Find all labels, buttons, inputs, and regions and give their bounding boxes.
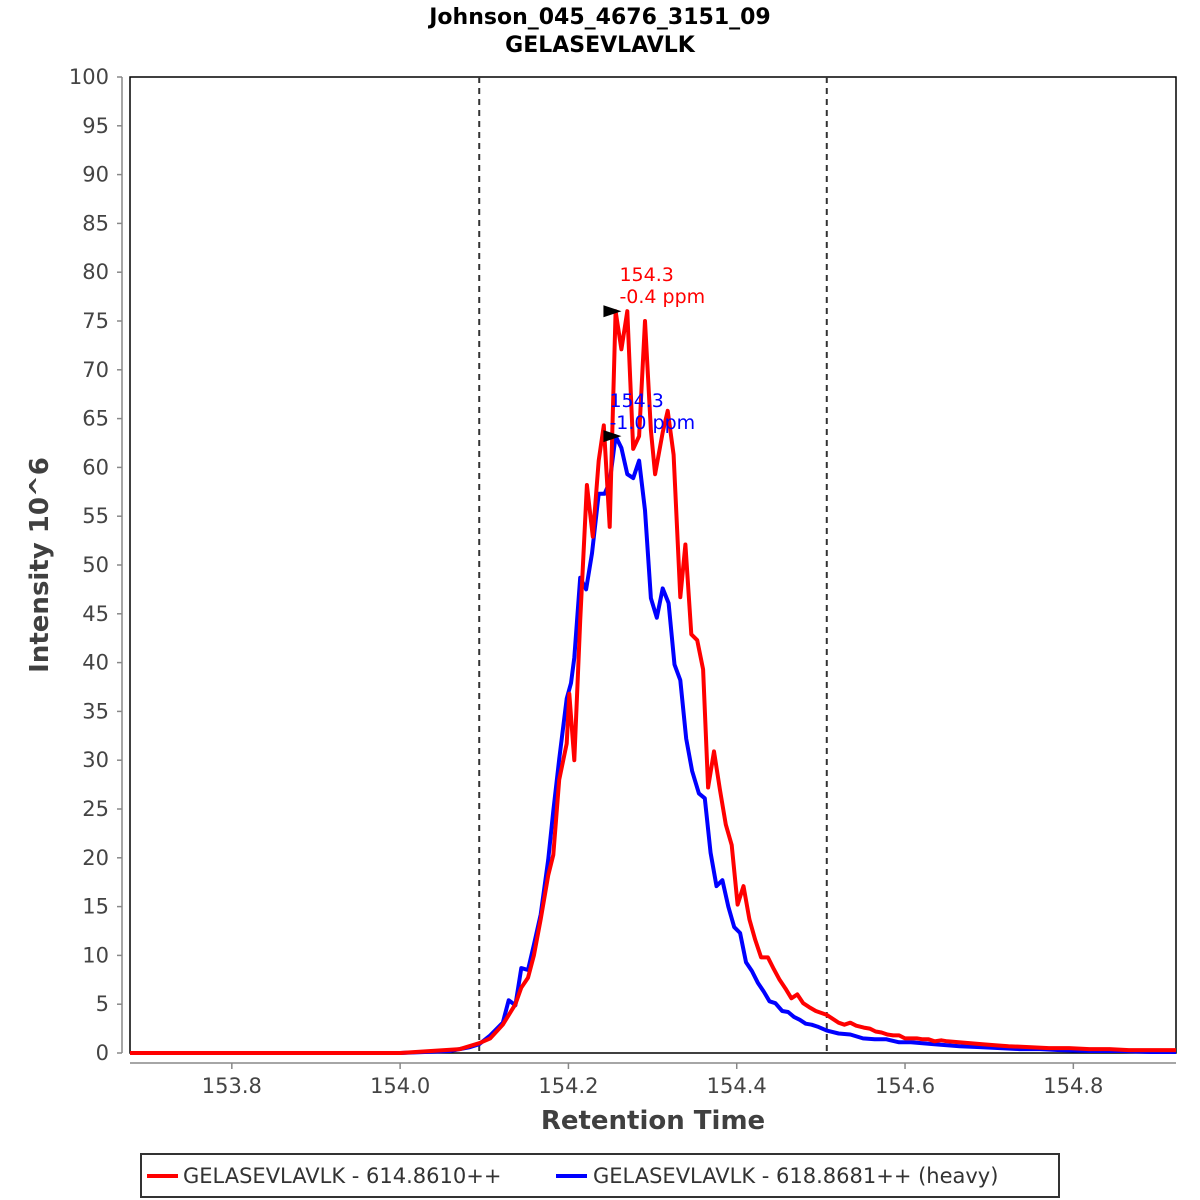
x-tick-label: 154.2 — [538, 1074, 598, 1098]
y-tick-label: 0 — [96, 1041, 109, 1065]
y-tick-label: 15 — [82, 895, 109, 919]
y-tick-label: 20 — [82, 846, 109, 870]
y-tick-label: 50 — [82, 553, 109, 577]
legend-label-light: GELASEVLAVLK - 614.8610++ — [183, 1164, 501, 1188]
y-axis: 0 5 10 15 20 25 30 35 40 45 50 55 60 65 70 75 80 85 90 95 10… — [69, 65, 123, 1065]
peak-ppm-label: -1.0 ppm — [609, 412, 695, 434]
legend-box — [140, 1153, 1060, 1198]
y-tick-label: 55 — [82, 504, 109, 528]
x-tick-label: 154.8 — [1043, 1074, 1103, 1098]
peak-rt-label: 154.3 — [609, 390, 663, 412]
y-tick-label: 25 — [82, 797, 109, 821]
x-tick-label: 153.8 — [202, 1074, 262, 1098]
peak-ppm-label: -0.4 ppm — [619, 286, 705, 308]
y-axis-label: Intensity 10^6 — [25, 457, 55, 673]
x-tick-label: 154.0 — [370, 1074, 430, 1098]
peak-marker-arrow — [603, 305, 622, 318]
plot-area — [129, 76, 1177, 1054]
y-tick-label: 80 — [82, 260, 109, 284]
x-tick-label: 154.6 — [875, 1074, 935, 1098]
legend-label-heavy: GELASEVLAVLK - 618.8681++ (heavy) — [593, 1164, 998, 1188]
peak-marker-arrow — [603, 430, 622, 443]
y-tick-label: 60 — [82, 455, 109, 479]
y-tick-label: 100 — [69, 65, 109, 89]
x-tick-label: 154.4 — [707, 1074, 767, 1098]
series-layer — [130, 309, 1176, 1055]
y-tick-label: 90 — [82, 163, 109, 187]
y-tick-label: 40 — [82, 651, 109, 675]
y-tick-label: 5 — [96, 992, 109, 1016]
chart-subtitle: GELASEVLAVLK — [505, 33, 696, 58]
legend: GELASEVLAVLK - 614.8610++ GELASEVLAVLK -… — [140, 1153, 1060, 1198]
y-tick-label: 65 — [82, 407, 109, 431]
y-tick-label: 75 — [82, 309, 109, 333]
y-tick-label: 45 — [82, 602, 109, 626]
y-tick-label: 85 — [82, 211, 109, 235]
y-tick-label: 30 — [82, 748, 109, 772]
x-axis: 153.8 154.0 154.2 154.4 154.6 154.8 — [130, 1062, 1176, 1098]
chart-title: Johnson_045_4676_3151_09 — [427, 5, 771, 30]
y-tick-label: 95 — [82, 114, 109, 138]
y-tick-label: 35 — [82, 699, 109, 723]
y-tick-label: 70 — [82, 358, 109, 382]
y-tick-label: 10 — [82, 943, 109, 967]
series-line-light — [130, 309, 1176, 1055]
x-axis-label: Retention Time — [541, 1106, 765, 1136]
integration-boundaries — [478, 77, 828, 1053]
peak-rt-label: 154.3 — [619, 264, 673, 286]
